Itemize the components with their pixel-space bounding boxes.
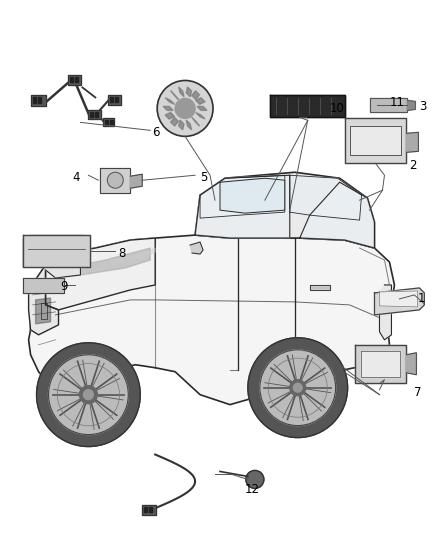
Circle shape	[37, 343, 140, 447]
Polygon shape	[407, 100, 415, 110]
Polygon shape	[195, 172, 374, 248]
Polygon shape	[110, 248, 155, 263]
Text: 4: 4	[72, 171, 80, 184]
Circle shape	[79, 386, 97, 403]
Polygon shape	[81, 248, 150, 275]
Polygon shape	[68, 76, 81, 85]
Circle shape	[84, 390, 93, 400]
Circle shape	[49, 355, 128, 434]
Polygon shape	[28, 265, 59, 335]
Polygon shape	[23, 278, 64, 293]
Polygon shape	[200, 175, 285, 218]
Polygon shape	[406, 353, 417, 375]
Polygon shape	[23, 235, 90, 267]
Polygon shape	[38, 98, 41, 103]
Polygon shape	[90, 112, 93, 117]
Polygon shape	[379, 285, 392, 340]
Text: 2: 2	[410, 159, 417, 172]
Polygon shape	[71, 77, 74, 82]
Circle shape	[107, 172, 124, 188]
Polygon shape	[374, 288, 424, 315]
Circle shape	[293, 383, 302, 392]
Polygon shape	[165, 98, 174, 104]
Polygon shape	[192, 117, 200, 126]
Text: 11: 11	[389, 96, 404, 109]
Polygon shape	[360, 351, 400, 377]
Text: 3: 3	[419, 100, 427, 113]
Polygon shape	[171, 91, 178, 100]
Polygon shape	[110, 98, 113, 102]
Polygon shape	[106, 120, 108, 124]
Polygon shape	[186, 87, 191, 97]
Polygon shape	[163, 107, 173, 110]
Polygon shape	[370, 99, 407, 112]
Text: 5: 5	[200, 171, 208, 184]
Polygon shape	[46, 238, 155, 310]
Polygon shape	[195, 175, 290, 238]
Polygon shape	[108, 95, 121, 104]
Polygon shape	[28, 235, 395, 405]
Polygon shape	[350, 126, 401, 155]
Polygon shape	[100, 168, 130, 193]
Polygon shape	[355, 345, 406, 383]
Polygon shape	[290, 175, 361, 220]
Polygon shape	[196, 112, 205, 119]
Text: 1: 1	[417, 293, 425, 305]
Polygon shape	[149, 507, 152, 512]
Polygon shape	[406, 132, 418, 152]
Text: 10: 10	[330, 102, 345, 115]
Polygon shape	[196, 98, 205, 104]
Polygon shape	[144, 507, 147, 512]
Polygon shape	[379, 291, 417, 307]
Text: 9: 9	[60, 280, 68, 294]
Circle shape	[260, 350, 336, 425]
Polygon shape	[31, 95, 46, 106]
Circle shape	[175, 99, 195, 118]
Polygon shape	[23, 235, 90, 267]
Polygon shape	[345, 118, 406, 163]
Polygon shape	[110, 120, 113, 124]
Polygon shape	[142, 505, 156, 515]
Text: 7: 7	[414, 386, 422, 399]
Polygon shape	[32, 98, 35, 103]
Polygon shape	[115, 98, 118, 102]
Polygon shape	[88, 110, 101, 119]
Polygon shape	[75, 77, 78, 82]
Polygon shape	[179, 120, 184, 130]
Polygon shape	[165, 112, 174, 119]
Polygon shape	[35, 298, 50, 324]
Polygon shape	[46, 252, 81, 278]
Circle shape	[248, 338, 348, 438]
Circle shape	[290, 379, 306, 395]
Polygon shape	[270, 95, 345, 117]
Polygon shape	[95, 112, 99, 117]
Polygon shape	[310, 285, 330, 290]
Polygon shape	[190, 242, 203, 254]
Text: 6: 6	[152, 126, 160, 139]
Circle shape	[157, 80, 213, 136]
Polygon shape	[186, 120, 191, 130]
Polygon shape	[300, 182, 374, 248]
Polygon shape	[197, 107, 207, 110]
Polygon shape	[179, 87, 184, 97]
Polygon shape	[192, 91, 200, 100]
Text: 12: 12	[245, 483, 260, 496]
Polygon shape	[171, 117, 178, 126]
Text: 8: 8	[118, 247, 126, 260]
Polygon shape	[103, 118, 114, 126]
Polygon shape	[220, 178, 285, 213]
Polygon shape	[130, 174, 142, 188]
Circle shape	[246, 471, 264, 488]
